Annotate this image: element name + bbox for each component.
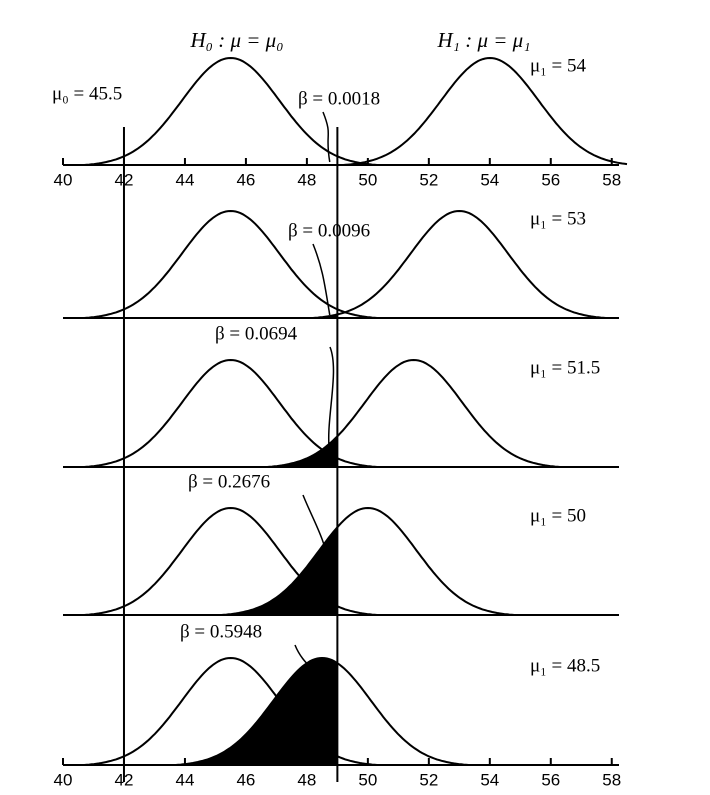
beta-area <box>267 436 338 467</box>
h0-curve <box>84 56 378 166</box>
mu1-label: μ₁ = 51.5 <box>530 357 600 378</box>
beta-label: β = 0.0096 <box>288 220 370 241</box>
x-tick-label: 46 <box>236 770 255 789</box>
h0-title: H₀ : μ = μ₀ <box>189 28 283 52</box>
beta-pointer <box>294 644 331 702</box>
beta-pointer <box>322 111 331 163</box>
x-tick-label: 42 <box>115 170 134 189</box>
mu1-label: μ₁ = 53 <box>530 208 586 229</box>
x-tick-label: 56 <box>541 170 560 189</box>
x-tick-label: 52 <box>419 770 438 789</box>
x-tick-label: 54 <box>480 770 499 789</box>
beta-area <box>312 314 338 318</box>
h1-curve <box>175 656 469 766</box>
beta-area <box>221 527 338 615</box>
x-tick-label: 54 <box>480 170 499 189</box>
mu1-label: μ₁ = 54 <box>530 55 587 76</box>
x-tick-label: 50 <box>358 170 377 189</box>
h0-curve <box>84 656 378 766</box>
x-tick-label: 42 <box>115 770 134 789</box>
beta-area <box>175 658 338 765</box>
h1-curve <box>221 506 515 616</box>
x-tick-label: 44 <box>175 770 194 789</box>
x-tick-label: 50 <box>358 770 377 789</box>
x-tick-label: 56 <box>541 770 560 789</box>
beta-pointer <box>302 494 331 568</box>
x-tick-label: 48 <box>297 170 316 189</box>
beta-pointer <box>328 346 335 454</box>
x-tick-label: 52 <box>419 170 438 189</box>
x-tick-label: 40 <box>54 770 73 789</box>
x-tick-label: 58 <box>602 170 621 189</box>
x-tick-label: 40 <box>54 170 73 189</box>
h0-curve <box>84 506 378 616</box>
x-tick-label: 46 <box>236 170 255 189</box>
h1-curve <box>312 209 606 319</box>
h1-title: H₁ : μ = μ₁ <box>436 28 530 52</box>
h0-curve <box>84 358 378 468</box>
beta-label: β = 0.0694 <box>215 323 298 344</box>
beta-pointer <box>312 243 331 316</box>
h1-curve <box>343 56 628 166</box>
mu1-label: μ₁ = 48.5 <box>530 655 600 676</box>
beta-label: β = 0.5948 <box>180 621 262 642</box>
mu1-label: μ₁ = 50 <box>530 505 586 526</box>
beta-label: β = 0.2676 <box>188 471 270 492</box>
mu0-label: μ₀ = 45.5 <box>52 83 122 104</box>
x-tick-label: 44 <box>175 170 194 189</box>
h1-curve <box>267 358 560 468</box>
beta-label: β = 0.0018 <box>298 88 380 109</box>
x-tick-label: 48 <box>297 770 316 789</box>
x-tick-label: 58 <box>602 770 621 789</box>
